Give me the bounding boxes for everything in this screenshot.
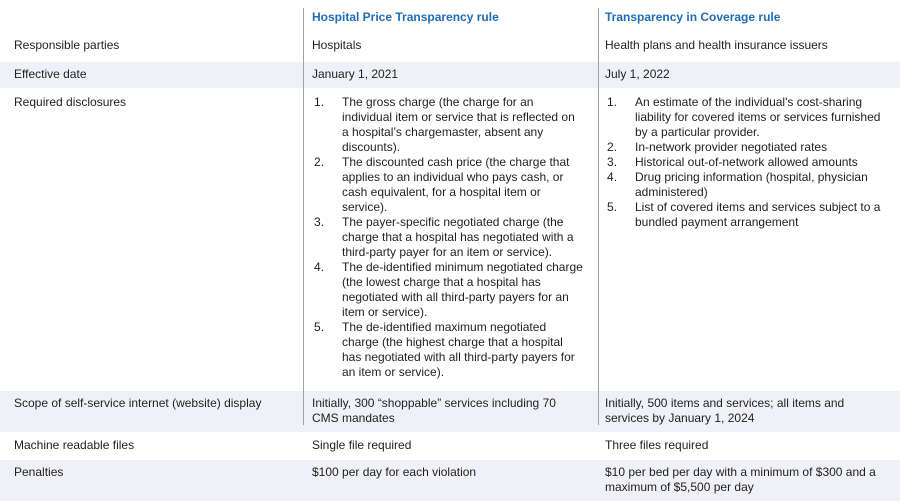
row-label-required-disclosures: Required disclosures — [14, 95, 127, 109]
list-item: The de-identified maximum negotiated cha… — [314, 320, 575, 379]
header-transparency-in-coverage-rule: Transparency in Coverage rule — [605, 10, 781, 24]
header-empty-cell — [0, 6, 303, 34]
required-disclosures-hospital-list-cell: The gross charge (the charge for an indi… — [303, 89, 598, 390]
machine-readable-hospital-value: Single file required — [312, 438, 412, 452]
table-row-required-disclosures: Required disclosures The gross charge (t… — [0, 89, 900, 390]
penalties-hospital-value: $100 per day for each violation — [303, 460, 598, 501]
effective-date-coverage-value: July 1, 2022 — [598, 62, 900, 88]
column-divider-left — [303, 8, 304, 425]
list-item: Historical out-of-network allowed amount… — [607, 155, 858, 170]
machine-readable-coverage-value: Three files required — [605, 438, 709, 452]
table-row-responsible-parties: Responsible parties Hospitals Health pla… — [0, 34, 900, 61]
row-label-scope-of-display: Scope of self-service internet (website)… — [0, 391, 303, 432]
list-item: In-network provider negotiated rates — [607, 140, 828, 155]
list-item: The gross charge (the charge for an indi… — [314, 95, 575, 154]
header-hospital-price-transparency-rule: Hospital Price Transparency rule — [312, 10, 499, 24]
coverage-disclosures-list: An estimate of the individual's cost-sha… — [605, 95, 890, 230]
list-item: Drug pricing information (hospital, phys… — [607, 170, 868, 199]
table-row-penalties: Penalties $100 per day for each violatio… — [0, 459, 900, 502]
table-header-row: Hospital Price Transparency rule Transpa… — [0, 6, 900, 34]
responsible-parties-hospital-value: Hospitals — [312, 38, 362, 52]
scope-coverage-value: Initially, 500 items and services; all i… — [598, 391, 900, 432]
list-item: An estimate of the individual's cost-sha… — [607, 95, 881, 139]
list-item: The discounted cash price (the charge th… — [314, 155, 570, 214]
row-label-responsible-parties: Responsible parties — [14, 38, 120, 52]
responsible-parties-coverage-value: Health plans and health insurance issuer… — [605, 38, 828, 52]
list-item: The payer-specific negotiated charge (th… — [314, 215, 574, 259]
list-item: The de-identified minimum negotiated cha… — [314, 260, 583, 319]
table-row-effective-date: Effective date January 1, 2021 July 1, 2… — [0, 61, 900, 89]
row-label-machine-readable-files: Machine readable files — [14, 438, 135, 452]
column-divider-right — [598, 8, 599, 425]
table-row-scope-of-display: Scope of self-service internet (website)… — [0, 390, 900, 433]
row-label-effective-date: Effective date — [0, 62, 303, 88]
hospital-disclosures-list: The gross charge (the charge for an indi… — [312, 95, 584, 380]
row-label-penalties: Penalties — [0, 460, 303, 501]
list-item: List of covered items and services subje… — [607, 200, 881, 229]
penalties-coverage-value: $10 per bed per day with a minimum of $3… — [598, 460, 900, 501]
scope-hospital-value: Initially, 300 “shoppable” services incl… — [303, 391, 598, 432]
table-row-machine-readable-files: Machine readable files Single file requi… — [0, 433, 900, 459]
effective-date-hospital-value: January 1, 2021 — [303, 62, 598, 88]
required-disclosures-coverage-list-cell: An estimate of the individual's cost-sha… — [598, 89, 900, 390]
